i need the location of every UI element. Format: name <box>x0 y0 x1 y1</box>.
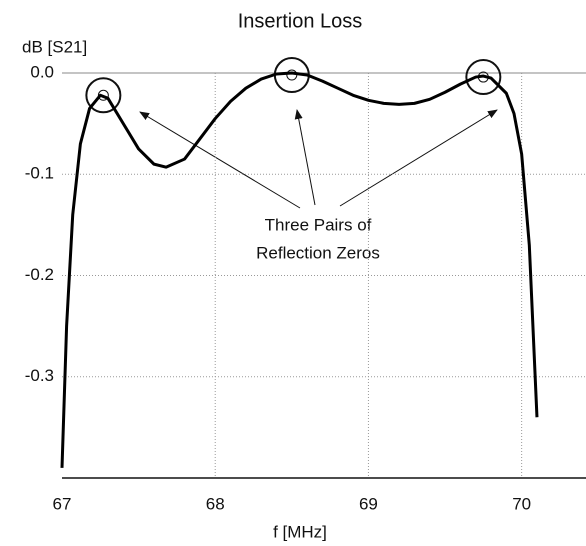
annotation-arrows <box>139 109 498 209</box>
y-tick-label: -0.3 <box>25 366 54 385</box>
annotation: Three Pairs of <box>265 215 372 234</box>
x-tick-label: 67 <box>53 494 72 513</box>
zero-highlight <box>465 59 502 96</box>
annotation: Reflection Zeros <box>256 243 380 262</box>
y-tick-label: -0.1 <box>25 164 54 183</box>
chart-title: Insertion Loss <box>238 10 363 32</box>
y-tick-label: 0.0 <box>30 62 54 81</box>
zero-highlight <box>97 89 109 101</box>
x-tick-label: 69 <box>359 494 378 513</box>
y-axis-label: dB [S21] <box>22 37 87 56</box>
x-axis-label: f [MHz] <box>273 522 327 541</box>
y-tick-label: -0.2 <box>25 265 54 284</box>
x-tick-label: 68 <box>206 494 225 513</box>
zero-highlight <box>85 77 122 114</box>
x-tick-label: 70 <box>512 494 531 513</box>
line <box>60 71 539 468</box>
